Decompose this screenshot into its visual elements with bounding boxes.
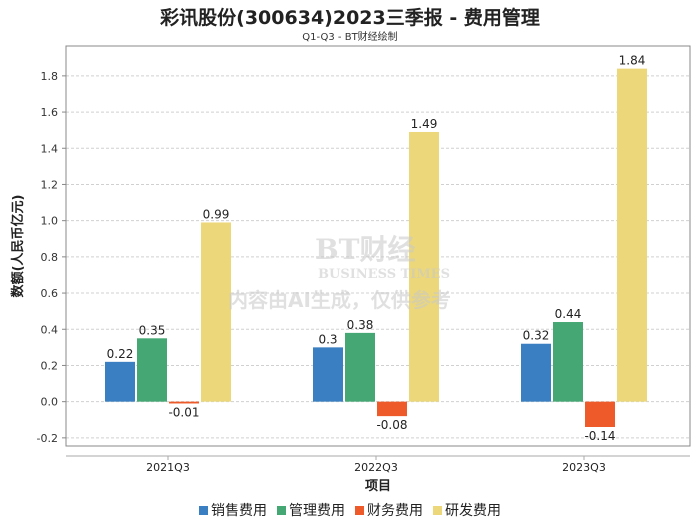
data-label: 0.35 [139,323,166,337]
y-axis-label: 数额(人民币亿元) [10,195,26,298]
bar-销售费用 [521,343,551,402]
bar-财务费用 [377,401,407,417]
y-tick-label: 1.8 [41,70,59,83]
bar-销售费用 [105,361,135,402]
y-tick-label: 1.6 [41,106,59,119]
data-label: -0.01 [168,405,199,419]
data-label: 0.44 [555,307,582,321]
y-tick-label: -0.2 [37,432,58,445]
data-label: 0.32 [523,329,550,343]
bar-研发费用 [201,222,231,402]
data-label: 0.38 [347,318,374,332]
y-tick-label: 0.6 [41,287,59,300]
bar-财务费用 [169,401,199,404]
legend-item[interactable]: 财务费用 [355,500,423,520]
legend-item[interactable]: 销售费用 [199,500,267,520]
y-tick-label: 1.2 [41,178,59,191]
chart-title: 彩讯股份(300634)2023三季报 - 费用管理 [160,7,540,29]
data-label: 1.84 [619,54,646,68]
legend-label: 管理费用 [289,503,345,519]
legend-swatch [199,505,208,515]
x-tick-label: 2023Q3 [562,461,606,474]
bar-管理费用 [137,338,167,402]
data-label: -0.08 [376,418,407,432]
data-label: 0.3 [318,332,337,346]
x-tick-label: 2021Q3 [146,461,190,474]
legend-label: 研发费用 [445,503,501,519]
y-tick-label: 0.2 [41,359,59,372]
legend-label: 销售费用 [211,503,267,519]
plot-frame [65,45,691,447]
y-tick-label: 1.0 [41,215,59,228]
y-tick-label: 0.4 [41,323,59,336]
data-label: 0.22 [107,347,134,361]
bar-管理费用 [345,332,375,402]
bar-销售费用 [313,347,343,402]
bar-chart: -0.2 0.0 0.2 0.4 0.6 0.8 1.0 1.2 1.4 1.6 1.8 2021Q3… [10,45,691,494]
legend-item[interactable]: 管理费用 [277,500,345,520]
legend-swatch [433,505,442,515]
data-label: 1.49 [411,117,438,131]
x-tick-label: 2022Q3 [354,461,398,474]
legend-swatch [355,505,364,515]
y-tick-label: 1.4 [41,142,59,155]
bar-研发费用 [409,131,439,402]
data-label: -0.14 [584,429,615,443]
bar-财务费用 [585,401,615,427]
legend-label: 财务费用 [367,503,423,519]
chart-subtitle: Q1-Q3 - BT财经绘制 [302,32,398,43]
data-label: 0.99 [203,207,230,221]
bar-管理费用 [553,322,583,402]
x-axis-label: 项目 [365,479,391,494]
y-tick-label: 0.0 [41,396,59,409]
legend: 销售费用 管理费用 财务费用 研发费用 [0,500,700,520]
bar-研发费用 [617,68,647,402]
y-tick-label: 0.8 [41,251,59,264]
legend-item[interactable]: 研发费用 [433,500,501,520]
legend-swatch [277,505,286,515]
